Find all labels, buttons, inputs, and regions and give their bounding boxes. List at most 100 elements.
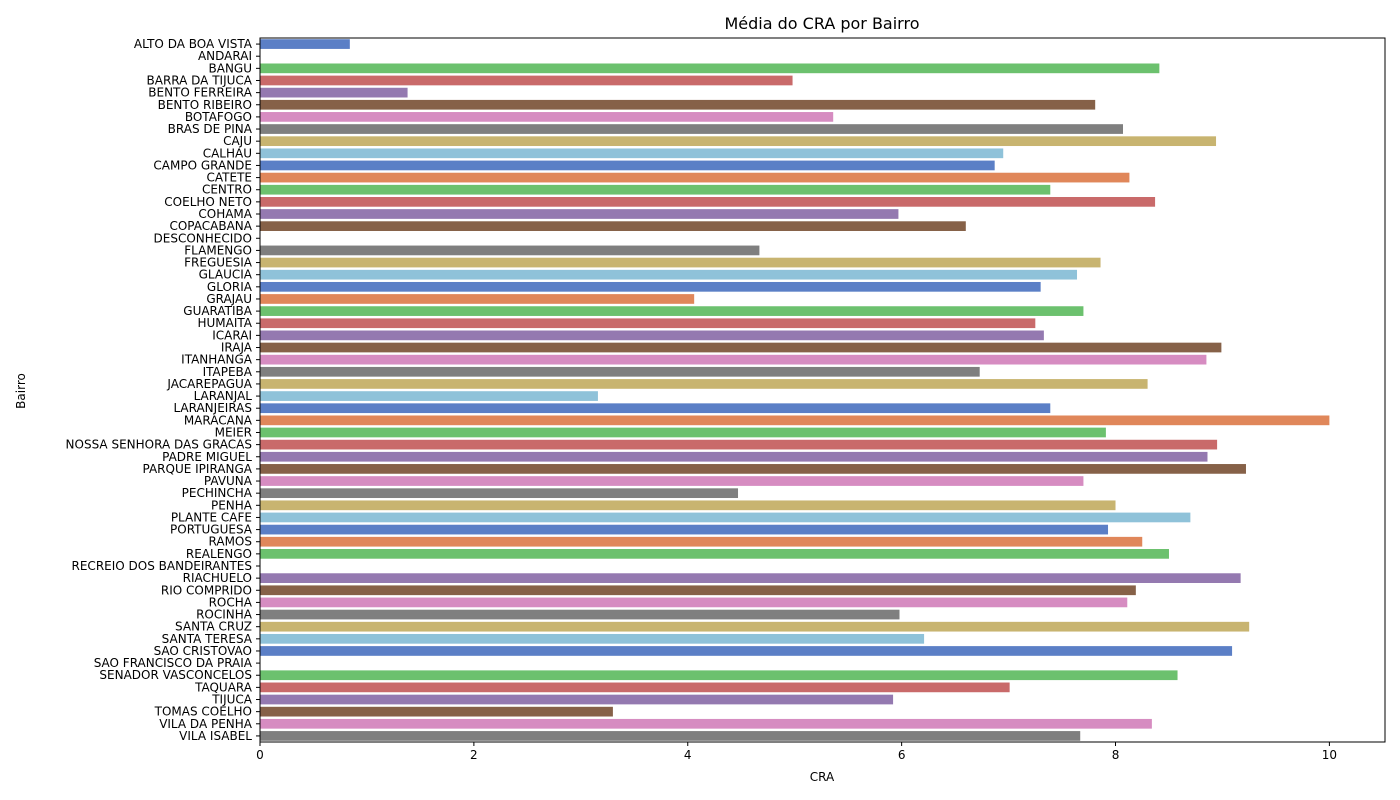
x-tick-label: 2 [470,748,478,762]
bar [260,197,1156,207]
y-tick-label: COELHO NETO [164,195,252,209]
bar [260,148,1004,159]
bar [260,354,1207,365]
y-tick-label: ALTO DA BOA VISTA [134,37,253,51]
bar [260,512,1191,523]
y-tick-label: NOSSA SENHORA DAS GRACAS [66,438,252,452]
y-tick-label: BARRA DA TIJUCA [147,73,253,87]
bar [260,75,793,86]
y-tick-label: TIJUCA [211,693,253,707]
y-tick-label: JACAREPAGUA [166,377,252,391]
bar [260,731,1081,741]
y-tick-label: SAO CRISTOVAO [154,644,252,658]
bar [260,136,1217,147]
y-tick-label: ROCINHA [196,608,253,622]
bar [260,342,1222,353]
y-tick-label: CATETE [207,171,252,185]
bar [260,318,1036,329]
y-tick-label: SANTA TERESA [162,632,253,646]
y-tick-label: TAQUARA [194,680,253,694]
y-tick-label: FLAMENGO [184,243,252,257]
y-tick-label: RECREIO DOS BANDEIRANTES [72,559,252,573]
y-tick-label: ICARAI [212,328,252,342]
bar [260,269,1078,280]
y-tick-label: PECHINCHA [182,486,253,500]
bar [260,718,1152,729]
y-tick-label: LARANJAL [194,389,253,403]
bar [260,112,834,122]
bar [260,245,760,256]
y-tick-label: PAVUNA [204,474,253,488]
bar [260,609,900,620]
y-tick-label: PENHA [211,498,253,512]
y-tick-label: RIO COMPRIDO [161,583,252,597]
bar [260,379,1148,389]
bar [260,585,1136,596]
y-tick-label: ITAPEBA [203,365,253,379]
y-tick-label: ITANHANGA [181,353,253,367]
x-tick-label: 10 [1322,748,1337,762]
y-tick-label: RAMOS [209,535,252,549]
bar [260,415,1330,426]
x-tick-label: 8 [1112,748,1120,762]
y-tick-label: MEIER [215,425,252,439]
bar [260,549,1169,559]
bar [260,451,1208,462]
bar [260,39,350,49]
bar [260,87,408,98]
bar [260,366,980,377]
x-axis-title: CRA [810,770,835,784]
bar [260,209,899,219]
x-tick-label: 0 [256,748,264,762]
y-tick-label: SENADOR VASCONCELOS [99,668,252,682]
bar [260,706,613,717]
bar [260,633,925,644]
y-tick-label: REALENGO [186,547,252,561]
y-tick-label: SAO FRANCISCO DA PRAIA [94,656,253,670]
y-tick-label: CALHAU [203,146,252,160]
bar [260,500,1116,511]
bar [260,536,1143,547]
y-tick-label: CAJU [223,134,252,148]
bar [260,573,1241,583]
bar [260,439,1218,450]
x-tick-label: 6 [898,748,906,762]
bar [260,427,1106,438]
bar [260,184,1051,195]
bar [260,99,1096,110]
y-tick-label: PLANTE CAFE [171,510,252,524]
y-tick-label: BANGU [209,61,253,75]
y-tick-label: LARANJEIRAS [173,401,252,415]
chart-title: Média do CRA por Bairro [725,14,920,33]
bar [260,476,1084,486]
bar [260,391,598,401]
y-tick-label: BENTO FERREIRA [148,86,253,100]
y-tick-label: IRAJA [221,341,253,355]
bar [260,682,1010,693]
bar [260,464,1246,474]
bar [260,281,1041,292]
bar [260,172,1130,183]
bar [260,621,1250,632]
y-tick-label: TOMAS COELHO [154,705,252,719]
y-tick-label: SANTA CRUZ [175,620,252,634]
bar [260,330,1044,341]
y-tick-label: PORTUGUESA [170,523,253,537]
y-tick-label: VILA ISABEL [179,729,252,743]
y-tick-label: GRAJAU [206,292,252,306]
y-tick-label: FREGUESIA [184,256,253,270]
bar [260,124,1123,134]
y-tick-label: BOTAFOGO [185,110,252,124]
y-tick-label: GLAUCIA [199,268,253,282]
y-tick-label: BRAS DE PINA [168,122,253,136]
y-tick-label: COPACABANA [169,219,252,233]
x-axis: 0 2 4 6 8 10 [256,742,1337,762]
y-tick-label: CAMPO GRANDE [153,158,252,172]
y-tick-label: HUMAITA [197,316,252,330]
plot-frame [259,37,1386,743]
bar [260,221,966,231]
y-tick-label: BENTO RIBEIRO [158,98,252,112]
bar [260,294,695,304]
